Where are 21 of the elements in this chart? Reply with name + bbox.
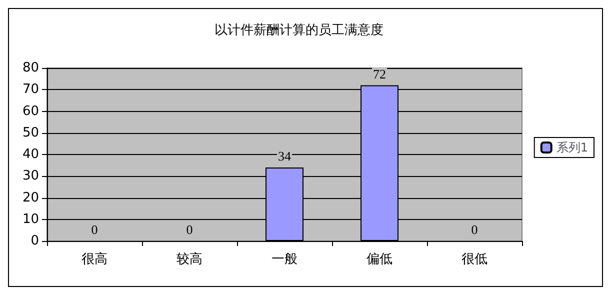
y-tick-label: 0 bbox=[30, 234, 39, 248]
x-tick-label: 较高 bbox=[176, 251, 202, 267]
y-tick-label: 60 bbox=[22, 104, 39, 119]
data-label: 0 bbox=[186, 222, 193, 237]
data-label: 72 bbox=[373, 66, 386, 82]
x-tick-label: 偏低 bbox=[366, 252, 392, 267]
x-tick-label: 很低 bbox=[462, 252, 488, 267]
y-tick-label: 80 bbox=[22, 60, 39, 76]
data-label: 0 bbox=[91, 222, 98, 237]
y-tick-label: 10 bbox=[22, 212, 39, 227]
chart-title: 以计件薪酬计算的员工满意度 bbox=[214, 22, 384, 38]
y-tick-label: 50 bbox=[22, 125, 39, 140]
x-tick-label: 很高 bbox=[82, 251, 108, 267]
data-label: 34 bbox=[278, 148, 292, 164]
y-tick-label: 20 bbox=[22, 190, 39, 206]
x-tick-label: 一般 bbox=[272, 252, 298, 267]
legend-label: 系列1 bbox=[556, 140, 588, 154]
y-tick-label: 70 bbox=[22, 82, 39, 98]
y-tick-label: 40 bbox=[22, 147, 39, 162]
data-label: 0 bbox=[471, 222, 478, 237]
y-tick-label: 30 bbox=[22, 168, 39, 184]
